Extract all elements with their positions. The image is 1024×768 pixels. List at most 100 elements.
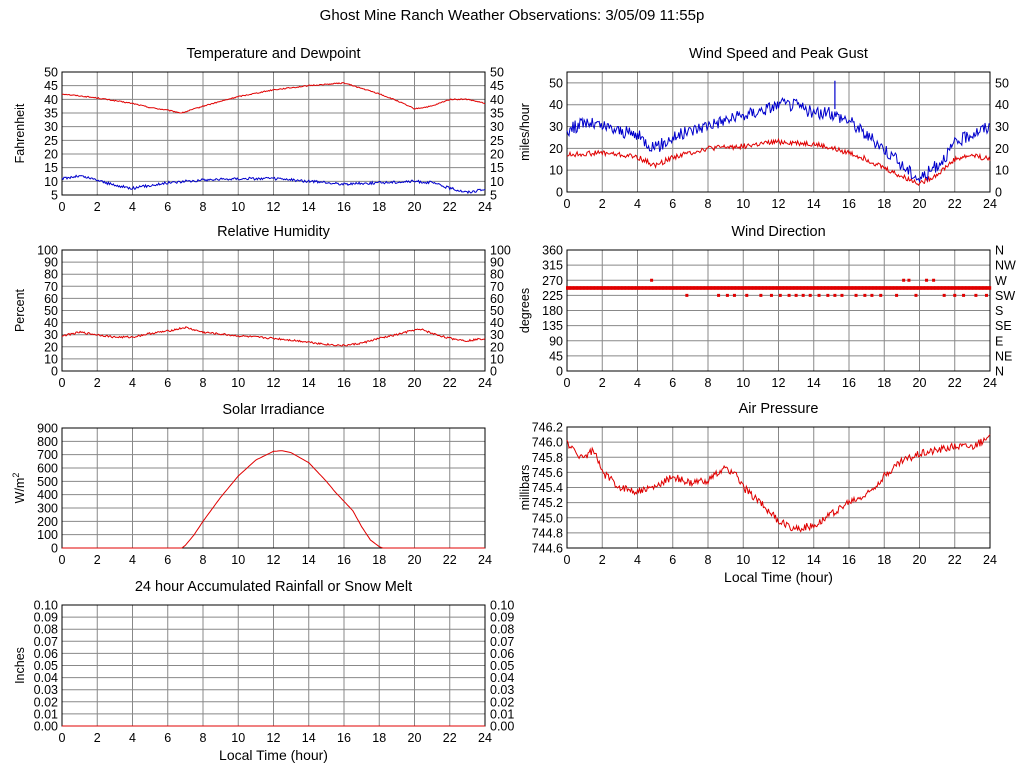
- wind-direction-point: [914, 286, 917, 290]
- temperature-ytick-label: 25: [44, 134, 58, 148]
- wind-direction-point: [757, 286, 760, 290]
- wind-direction-point: [667, 286, 670, 290]
- wind-direction-right-tick-label: E: [995, 334, 1003, 348]
- wind-direction-point: [890, 286, 893, 290]
- pressure-xtick-label: 20: [913, 553, 927, 567]
- wind-direction-point: [574, 286, 577, 290]
- wind-direction-point: [877, 286, 880, 290]
- wind-direction-point: [620, 286, 624, 290]
- wind-direction-point: [816, 286, 820, 290]
- wind-direction-point: [957, 286, 961, 290]
- wind-direction-point: [838, 286, 841, 290]
- wind-direction-point: [747, 286, 751, 290]
- humidity-ytick-label: 10: [44, 352, 58, 366]
- wind-direction-point: [568, 286, 572, 290]
- temperature-right-tick-label: 25: [490, 134, 504, 148]
- wind-direction-point: [571, 286, 574, 290]
- solar-series-line: [62, 450, 485, 549]
- wind-direction-point: [769, 293, 773, 297]
- wind-direction-title: Wind Direction: [731, 224, 825, 240]
- humidity-ytick-label: 60: [44, 292, 58, 306]
- wind-direction-point: [912, 286, 916, 290]
- wind-direction-point: [846, 286, 849, 290]
- wind-direction-point: [677, 286, 680, 290]
- wind-direction-point: [898, 286, 901, 290]
- wind-direction-point: [932, 286, 935, 290]
- wind-direction-point: [832, 286, 835, 290]
- wind-direction-point: [828, 286, 831, 290]
- wind-direction-point: [681, 286, 684, 290]
- wind-direction-xtick-label: 10: [736, 376, 750, 390]
- wind-speed-xtick-label: 16: [842, 197, 856, 211]
- rainfall-ytick-label: 0.02: [34, 695, 58, 709]
- wind-direction-point: [795, 286, 799, 290]
- pressure-xtick-label: 4: [634, 553, 641, 567]
- wind-direction-point: [753, 286, 756, 290]
- wind-direction-point: [675, 286, 679, 290]
- wind-direction-point: [629, 286, 632, 290]
- wind-direction-point: [735, 286, 738, 290]
- humidity-right-tick-label: 40: [490, 316, 504, 330]
- wind-direction-point: [570, 286, 573, 290]
- pressure-xtick-label: 6: [669, 553, 676, 567]
- wind-direction-ytick-label: 360: [542, 244, 563, 258]
- pressure-xlabel: Local Time (hour): [724, 569, 833, 585]
- wind-direction-point: [977, 286, 980, 290]
- wind-direction-point: [826, 293, 830, 297]
- wind-direction-point: [612, 286, 615, 290]
- wind-direction-point: [616, 286, 619, 290]
- wind-direction-point: [941, 286, 944, 290]
- wind-direction-point: [780, 286, 783, 290]
- wind-direction-point: [870, 293, 874, 297]
- wind-direction-point: [702, 286, 705, 290]
- wind-speed-xtick-label: 6: [669, 197, 676, 211]
- rainfall-ytick-label: 0.05: [34, 659, 58, 673]
- humidity-ytick-label: 30: [44, 328, 58, 342]
- wind-direction-point: [874, 286, 877, 290]
- solar-xtick-label: 20: [408, 553, 422, 567]
- wind-speed-xtick-label: 18: [877, 197, 891, 211]
- wind-direction-point: [707, 286, 710, 290]
- wind-direction-point: [709, 286, 713, 290]
- wind-direction-point: [637, 286, 641, 290]
- wind-speed-right-tick-label: 20: [995, 142, 1009, 156]
- humidity-xtick-label: 18: [372, 376, 386, 390]
- humidity-ytick-label: 40: [44, 316, 58, 330]
- wind-direction-point: [738, 286, 741, 290]
- wind-direction-right-tick-label: N: [995, 365, 1004, 379]
- pressure-ytick-label: 744.8: [532, 526, 563, 540]
- solar-xtick-label: 14: [302, 553, 316, 567]
- rainfall-right-tick-label: 0.05: [490, 659, 514, 673]
- wind-direction-point: [981, 286, 985, 290]
- wind-direction-point: [973, 286, 976, 290]
- pressure-xtick-label: 0: [564, 553, 571, 567]
- rainfall-right-tick-label: 0.01: [490, 707, 514, 721]
- wind-direction-point: [822, 286, 825, 290]
- wind-speed-xtick-label: 22: [948, 197, 962, 211]
- pressure-title: Air Pressure: [739, 401, 819, 417]
- wind-direction-point: [984, 293, 988, 297]
- wind-direction-point: [740, 286, 744, 290]
- wind-direction-point: [594, 286, 597, 290]
- rainfall-xtick-label: 20: [408, 731, 422, 745]
- wind-direction-point: [853, 286, 856, 290]
- wind-direction-point: [843, 286, 846, 290]
- wind-direction-point: [749, 286, 752, 290]
- pressure-xtick-label: 22: [948, 553, 962, 567]
- wind-direction-point: [692, 286, 696, 290]
- temperature-right-tick-label: 30: [490, 120, 504, 134]
- wind-direction-point: [582, 286, 586, 290]
- wind-direction-point: [836, 286, 839, 290]
- humidity-ytick-label: 90: [44, 256, 58, 270]
- wind-direction-point: [695, 286, 698, 290]
- wind-direction-point: [884, 286, 887, 290]
- wind-direction-point: [674, 286, 677, 290]
- wind-direction-point: [949, 286, 952, 290]
- temperature-right-tick-label: 45: [490, 79, 504, 93]
- wind-direction-point: [857, 286, 861, 290]
- wind-direction-point: [726, 286, 729, 290]
- wind-direction-point: [867, 286, 870, 290]
- wind-direction-point: [626, 286, 629, 290]
- wind-direction-point: [962, 286, 965, 290]
- wind-direction-point: [984, 286, 987, 290]
